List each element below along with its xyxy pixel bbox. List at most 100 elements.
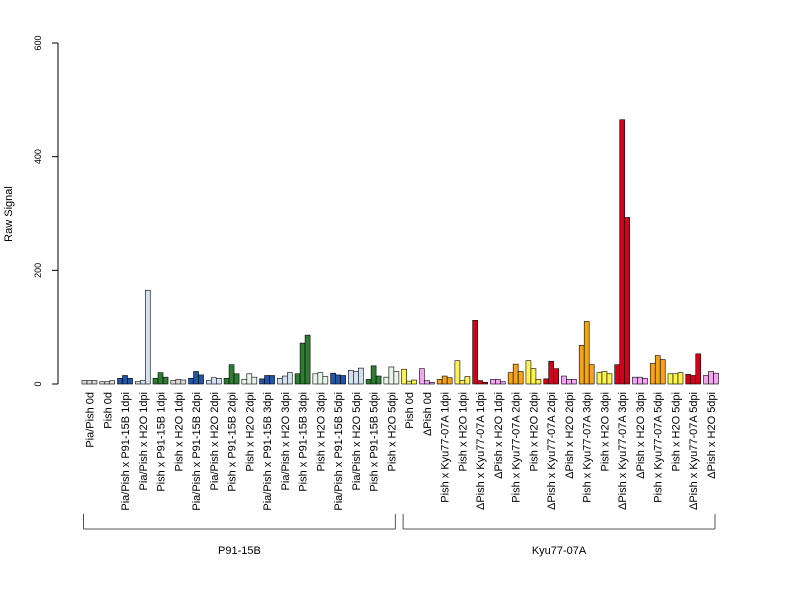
bar: [624, 217, 631, 385]
x-tick-label: Pia/Pish x H2O 2dpi: [209, 392, 221, 490]
bar: [596, 372, 603, 385]
bar: [251, 376, 258, 385]
x-tick-label: ΔPish x H2O 1dpi: [493, 392, 505, 479]
bar: [228, 364, 235, 385]
bar: [500, 381, 506, 385]
bar: [188, 378, 194, 385]
bar: [606, 373, 613, 385]
bar: [322, 376, 329, 385]
x-tick-label: Pia/Pish 0d: [85, 392, 97, 448]
bar: [109, 380, 116, 385]
bar: [233, 373, 240, 385]
x-tick-labels: Pia/Pish 0d Pish 0d Pia/Pish x P91-15B 1dp…: [85, 392, 719, 511]
bar: [446, 377, 453, 385]
bar: [152, 378, 159, 385]
x-tick-label: Pia/Pish x P91-15B 5dpi: [333, 392, 345, 511]
x-tick-label: Pish x H2O 1dpi: [173, 392, 185, 471]
bar: [642, 378, 648, 385]
bar: [530, 368, 537, 385]
bar: [264, 375, 270, 385]
bar: [672, 373, 679, 385]
bar: [139, 380, 146, 385]
bar: [424, 380, 430, 385]
bar: [117, 378, 123, 385]
x-tick-label: ΔPish x Kyu77-07A 2dpi: [546, 392, 558, 510]
bar: [543, 378, 549, 385]
bar: [401, 368, 407, 385]
x-tick-label: ΔPish x H2O 5dpi: [706, 392, 718, 479]
x-tick-label: Pia/Pish x H2O 3dpi: [280, 392, 292, 490]
group-label: P91-15B: [218, 545, 261, 557]
bar: [429, 381, 435, 385]
bar: [162, 376, 169, 385]
bar: [335, 374, 341, 385]
bar: [86, 380, 93, 385]
x-tick-label: ΔPish x Kyu77-07A 3dpi: [617, 392, 629, 510]
bar: [535, 379, 542, 385]
bar: [571, 379, 577, 385]
bar: [525, 360, 532, 385]
x-tick-label: Pia/Pish x H2O 5dpi: [351, 392, 363, 490]
bar: [104, 381, 111, 385]
bar: [583, 321, 590, 385]
bar: [383, 376, 390, 385]
x-tick-label: Pish x H2O 3dpi: [599, 392, 611, 471]
bar: [348, 370, 354, 385]
group-brackets: P91-15B Kyu77-07A: [83, 514, 716, 557]
x-tick-label: Pia/Pish x H2O 1dpi: [138, 392, 150, 490]
bar: [601, 371, 608, 385]
x-tick-label: Pish x P91-15B 3dpi: [298, 392, 310, 492]
y-axis-title: Raw Signal: [3, 186, 15, 242]
bar: [578, 345, 585, 385]
bar: [659, 359, 666, 385]
bar: [134, 381, 141, 385]
x-tick-label: Pish x H2O 1dpi: [457, 392, 469, 471]
y-tick-label: 200: [33, 263, 43, 278]
bar: [180, 379, 187, 385]
bar: [685, 374, 692, 385]
bar: [472, 320, 478, 385]
bar: [548, 360, 554, 385]
x-tick-label: Pia/Pish x P91-15B 1dpi: [120, 392, 132, 511]
bar: [127, 378, 133, 385]
y-tick-label: 600: [33, 35, 43, 50]
bar: [459, 380, 466, 385]
bar: [713, 372, 719, 385]
bar: [358, 367, 364, 385]
bar: [198, 374, 204, 385]
x-tick-label: Pish 0d: [404, 392, 416, 429]
y-tick-label: 400: [33, 149, 43, 164]
bar: [411, 379, 417, 385]
y-axis: 0 200 400 600: [33, 35, 59, 387]
bar: [365, 379, 372, 385]
bar: [81, 380, 88, 385]
x-tick-label: Pish x Kyu77-07A 1dpi: [440, 392, 452, 503]
bar: [211, 377, 217, 385]
x-tick-label: Pish x P91-15B 2dpi: [227, 392, 239, 492]
bar: [464, 376, 471, 385]
bar: [632, 376, 638, 385]
bar: [299, 342, 306, 385]
bar: [375, 375, 382, 385]
bar: [619, 119, 626, 385]
x-tick-label: Pish x Kyu77-07A 2dpi: [511, 392, 523, 503]
bar: [122, 375, 128, 385]
x-tick-label: Pish x H2O 2dpi: [244, 392, 256, 471]
bar: [223, 378, 230, 385]
bar: [246, 373, 253, 385]
x-tick-label: Pish x H2O 2dpi: [528, 392, 540, 471]
x-tick-label: Pish 0d: [102, 392, 114, 429]
bar: [553, 368, 559, 385]
bar: [144, 289, 151, 385]
bar: [170, 380, 177, 385]
x-tick-label: Pish x P91-15B 5dpi: [369, 392, 381, 492]
bars: [81, 119, 719, 385]
x-tick-label: Pish x H2O 5dpi: [386, 392, 398, 471]
bar: [436, 379, 443, 385]
bar: [193, 371, 199, 385]
bar: [695, 353, 702, 385]
x-tick-label: Pia/Pish x P91-15B 3dpi: [262, 392, 274, 511]
bar: [269, 375, 275, 385]
